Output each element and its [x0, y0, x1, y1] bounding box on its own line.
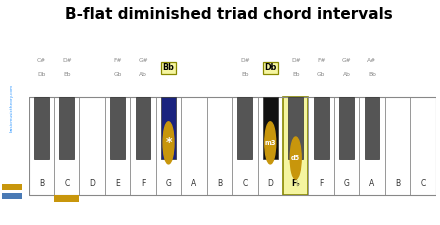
Text: F#: F#: [114, 58, 122, 63]
Text: D: D: [268, 179, 273, 188]
Text: Eb: Eb: [292, 72, 300, 77]
Bar: [3, 193, 22, 199]
Text: m3: m3: [264, 140, 276, 146]
Bar: [257, 97, 283, 195]
Bar: [365, 97, 379, 159]
Text: F♭: F♭: [291, 179, 300, 188]
Text: G#: G#: [138, 58, 148, 63]
Text: basicmusictheory.com: basicmusictheory.com: [10, 84, 14, 132]
Bar: [105, 97, 130, 195]
Text: C: C: [64, 179, 70, 188]
Text: B: B: [39, 179, 44, 188]
Text: B: B: [217, 179, 222, 188]
Text: B: B: [395, 179, 400, 188]
Text: F: F: [141, 179, 145, 188]
Text: Bb: Bb: [162, 63, 174, 72]
Text: F#: F#: [317, 58, 326, 63]
Bar: [59, 97, 74, 159]
Text: Ab: Ab: [139, 72, 147, 77]
Bar: [54, 195, 80, 202]
Bar: [29, 97, 54, 195]
Text: F: F: [319, 179, 323, 188]
Bar: [161, 97, 176, 159]
Bar: [238, 97, 252, 159]
Bar: [385, 97, 410, 195]
Bar: [207, 97, 232, 195]
Circle shape: [290, 137, 301, 179]
Text: Db: Db: [264, 63, 276, 72]
Bar: [339, 97, 354, 159]
Circle shape: [163, 122, 174, 164]
Text: A: A: [191, 179, 197, 188]
Bar: [136, 97, 150, 159]
Text: C: C: [420, 179, 425, 188]
Bar: [181, 97, 207, 195]
Bar: [54, 97, 80, 195]
Text: D#: D#: [291, 58, 301, 63]
Bar: [3, 184, 22, 190]
Text: A: A: [370, 179, 374, 188]
Text: G: G: [165, 179, 172, 188]
Bar: [156, 97, 181, 195]
Text: d5: d5: [291, 155, 300, 161]
Bar: [110, 97, 125, 159]
Bar: [308, 97, 334, 195]
Bar: [359, 97, 385, 195]
Text: D: D: [89, 179, 95, 188]
Bar: [232, 97, 257, 195]
Text: Gb: Gb: [317, 72, 325, 77]
Text: D#: D#: [240, 58, 249, 63]
Text: Eb: Eb: [63, 72, 70, 77]
Text: B-flat diminished triad chord intervals: B-flat diminished triad chord intervals: [65, 7, 392, 22]
Text: Gb: Gb: [114, 72, 122, 77]
Bar: [334, 97, 359, 195]
Text: C: C: [242, 179, 247, 188]
Text: C#: C#: [37, 58, 46, 63]
Text: G#: G#: [342, 58, 352, 63]
Bar: [130, 97, 156, 195]
Text: Db: Db: [37, 72, 45, 77]
Bar: [29, 97, 436, 195]
Bar: [314, 97, 329, 159]
Text: G: G: [344, 179, 349, 188]
Bar: [283, 97, 308, 195]
Bar: [410, 97, 436, 195]
Text: D#: D#: [62, 58, 72, 63]
Bar: [80, 97, 105, 195]
Bar: [34, 97, 49, 159]
Text: A#: A#: [367, 58, 377, 63]
Text: Eb: Eb: [241, 72, 249, 77]
Text: Ab: Ab: [343, 72, 351, 77]
Circle shape: [265, 122, 276, 164]
Text: E: E: [115, 179, 120, 188]
Text: *: *: [165, 136, 172, 149]
Text: Bb: Bb: [368, 72, 376, 77]
Bar: [263, 97, 278, 159]
Bar: [288, 97, 303, 159]
